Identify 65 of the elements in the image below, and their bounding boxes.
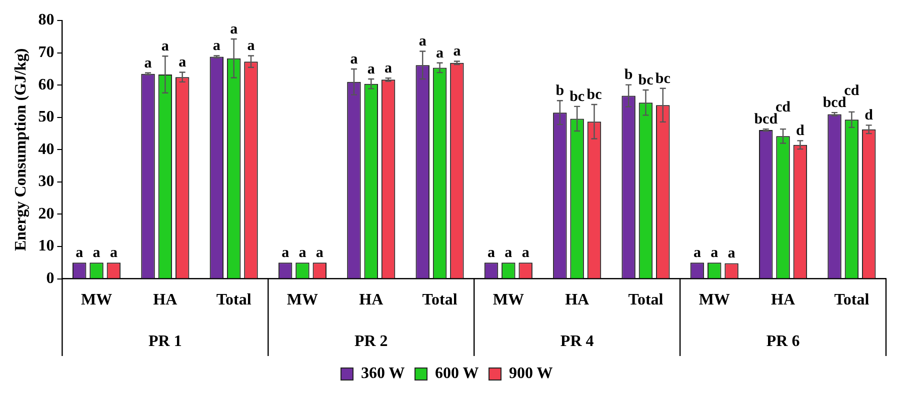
x-tick-label: MW — [286, 292, 318, 309]
data-label: cd — [776, 99, 792, 116]
data-label: a — [161, 38, 170, 54]
data-label: a — [710, 245, 719, 262]
data-label: bcd — [754, 111, 778, 128]
data-label: a — [436, 45, 444, 62]
text: PR 2 — [354, 333, 388, 350]
x-tick-label: HA — [153, 292, 178, 309]
x-tick-label: MW — [492, 292, 524, 309]
data-label: a — [504, 245, 513, 262]
data-label: a — [247, 38, 256, 54]
data-label: a — [522, 245, 530, 262]
y-tick-label: 20 — [38, 205, 54, 222]
data-label: a — [298, 245, 307, 262]
text: PR 6 — [766, 333, 800, 350]
y-tick-label: 10 — [38, 238, 54, 255]
data-label: d — [796, 123, 806, 140]
data-label: a — [350, 51, 358, 68]
y-tick-label: 70 — [38, 44, 54, 62]
data-label: a — [76, 245, 84, 262]
data-label: d — [864, 108, 874, 124]
data-label: a — [92, 245, 101, 262]
data-label: a — [728, 246, 736, 262]
data-label: a — [488, 245, 496, 262]
y-tick-label: 40 — [38, 140, 54, 158]
data-label: cd — [844, 82, 860, 99]
x-tick-label: HA — [359, 292, 384, 309]
data-label: a — [367, 61, 376, 78]
text: PR 4 — [560, 333, 594, 350]
data-label: bcd — [822, 94, 847, 111]
data-label: a — [230, 21, 238, 38]
data-label: bc — [638, 72, 654, 88]
y-tick-label: 60 — [38, 76, 54, 94]
x-tick-label: MW — [80, 292, 112, 309]
y-tick-label: 30 — [38, 173, 54, 190]
data-label: a — [110, 245, 118, 262]
legend-label: 900 W — [509, 365, 553, 382]
data-label: a — [418, 34, 427, 50]
x-tick-label: HA — [771, 292, 796, 309]
data-label: a — [384, 60, 393, 76]
y-tick-label: 80 — [38, 12, 54, 29]
x-tick-label: MW — [698, 292, 730, 309]
data-label: bc — [570, 88, 585, 105]
legend-label: 360 W — [361, 365, 405, 382]
data-label: bc — [655, 70, 671, 87]
x-tick-label: Total — [628, 292, 664, 309]
data-label: a — [282, 245, 290, 262]
x-tick-label: Total — [834, 292, 870, 309]
x-tick-label: Total — [216, 292, 252, 309]
data-label: a — [144, 55, 152, 72]
y-tick-label: 50 — [38, 108, 54, 126]
text: PR 1 — [148, 333, 182, 350]
legend-label: 600 W — [435, 365, 479, 382]
data-label: a — [693, 245, 702, 262]
data-label: b — [624, 67, 633, 84]
y-tick-label: 0 — [46, 270, 54, 287]
data-label: b — [556, 83, 564, 100]
x-tick-label: Total — [422, 292, 458, 309]
data-label: a — [212, 38, 221, 54]
data-label: a — [316, 245, 324, 262]
x-tick-label: HA — [565, 292, 590, 309]
data-label: bc — [586, 86, 602, 103]
y-axis-title: Energy Consumption (GJ/kg) — [12, 48, 30, 252]
data-label: a — [178, 54, 187, 71]
data-label: a — [453, 44, 462, 60]
